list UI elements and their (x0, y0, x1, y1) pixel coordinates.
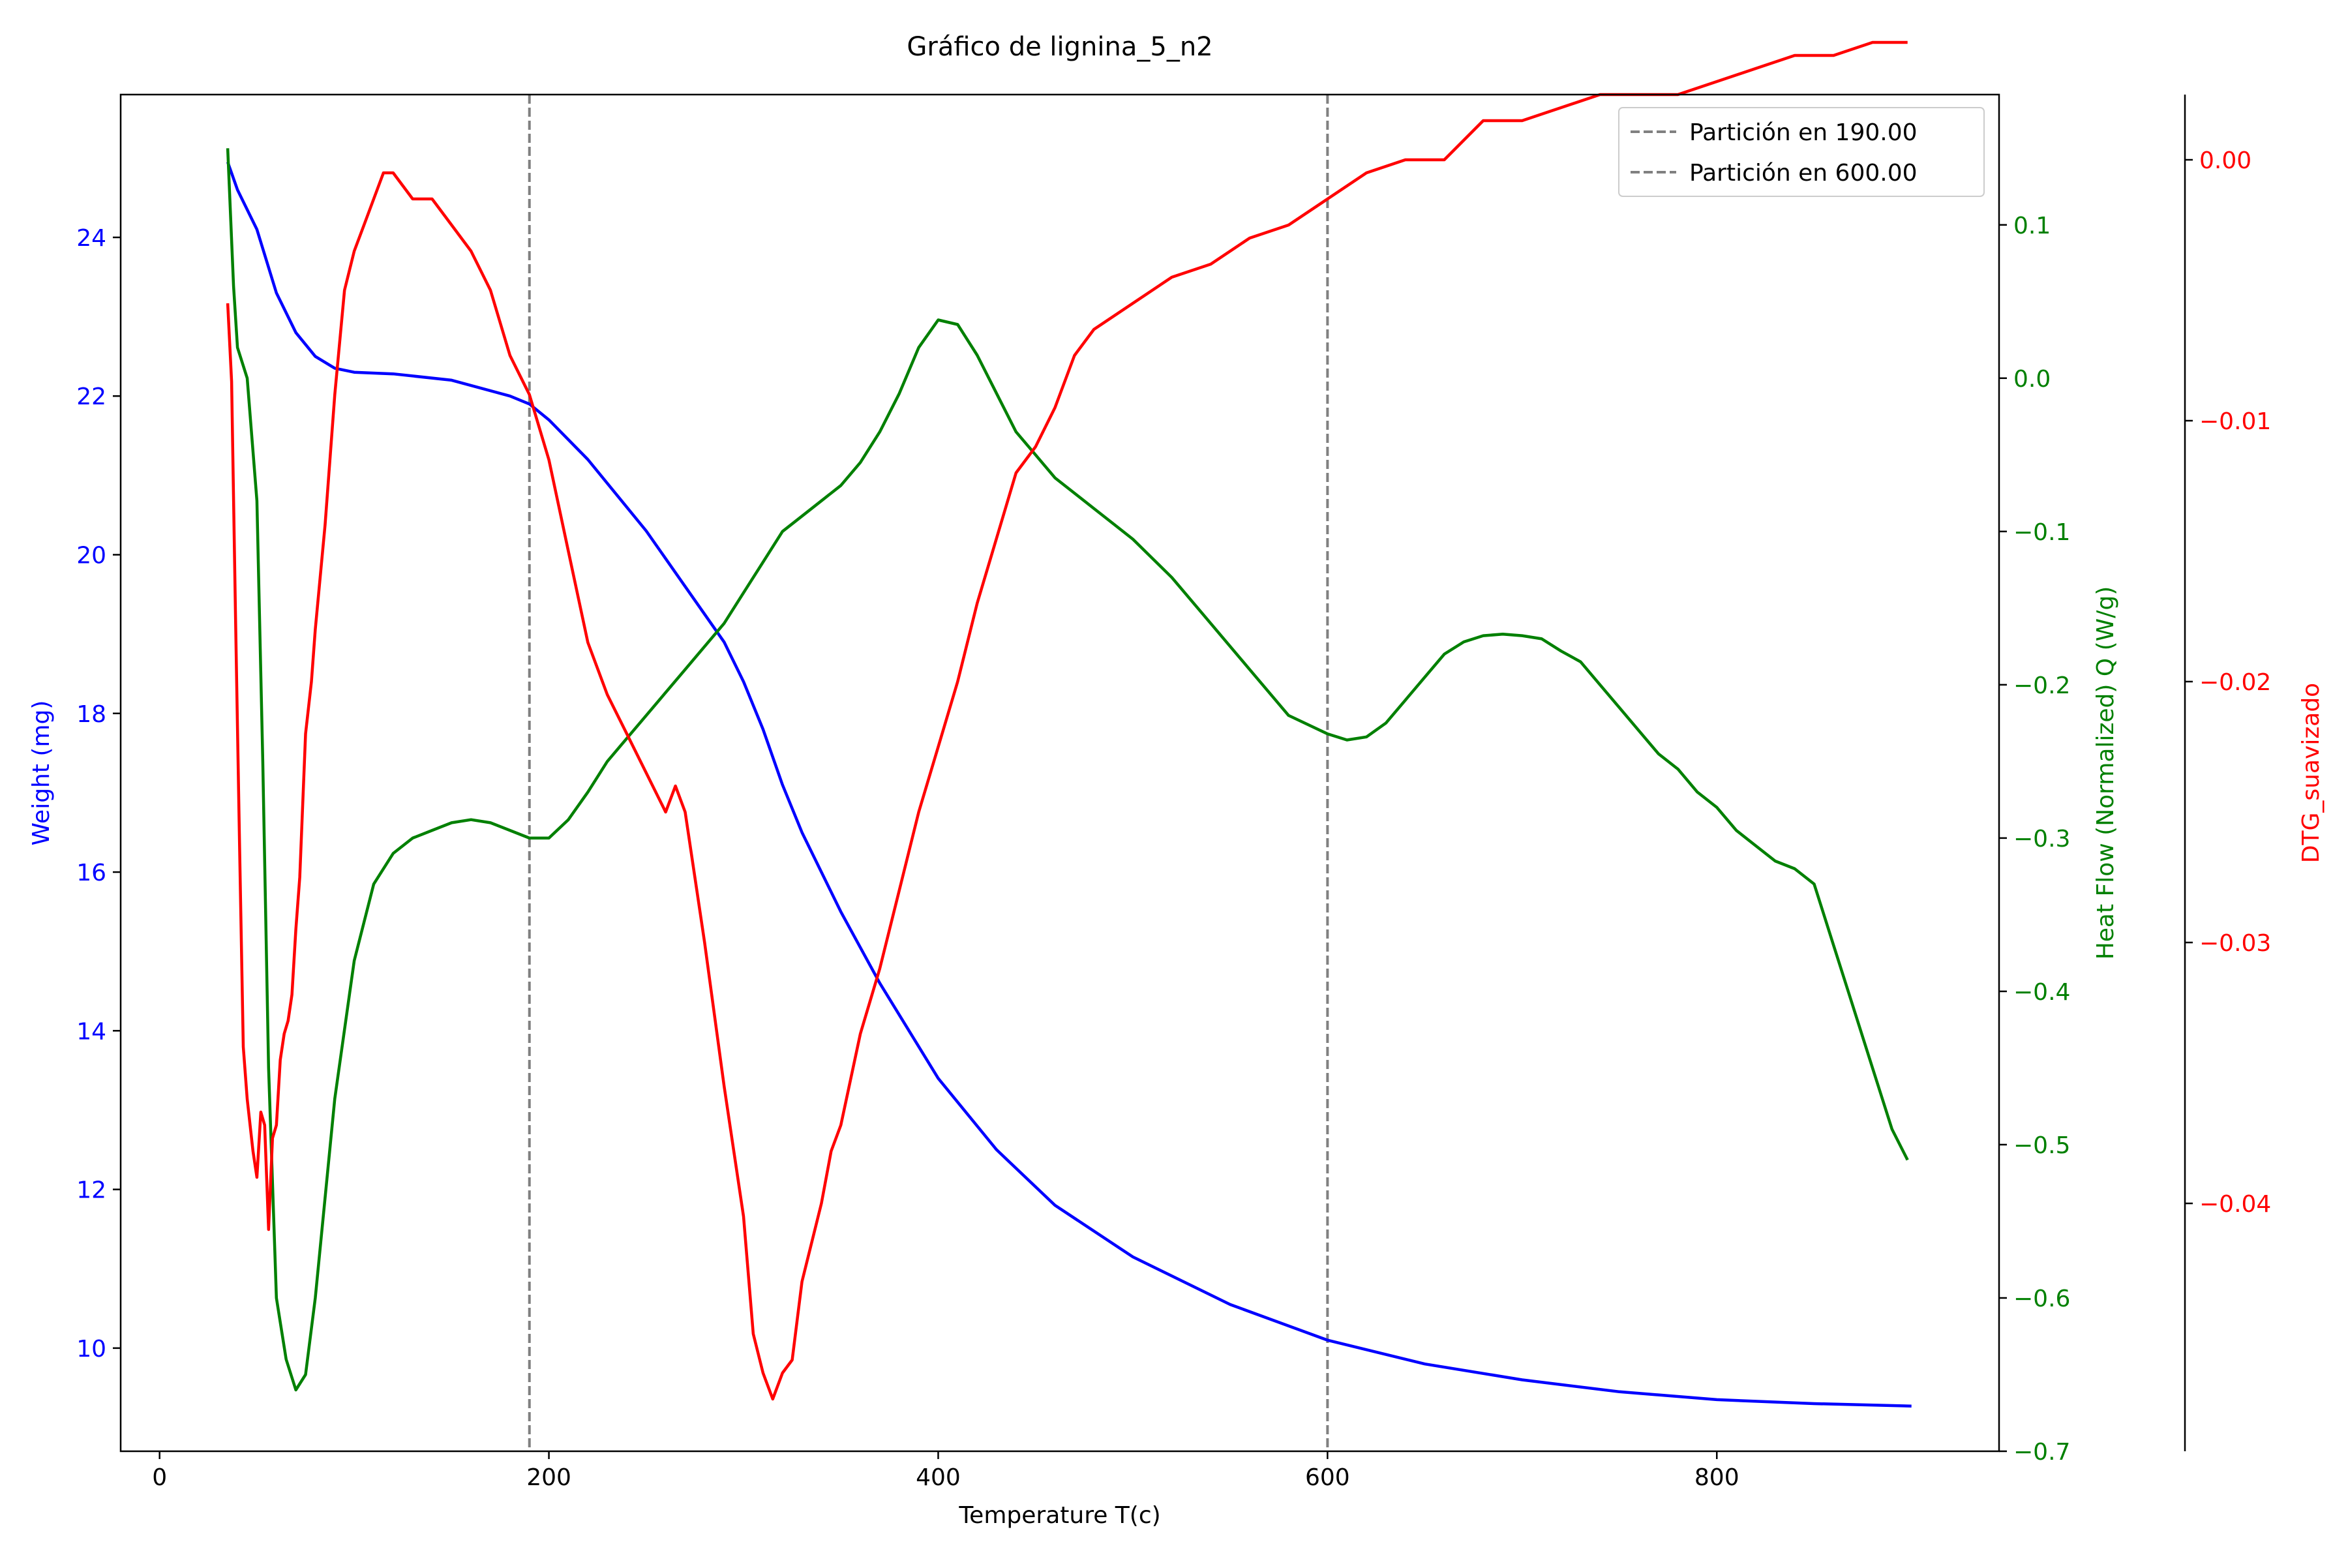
weight-tick-label: 16 (76, 860, 106, 886)
heat-flow-axis-label: Heat Flow (Normalized) Q (W/g) (2092, 586, 2119, 960)
legend-label-partition-190: Partición en 190.00 (1689, 119, 1918, 146)
weight-tick-label: 10 (76, 1336, 106, 1363)
legend: Partición en 190.00 Partición en 600.00 (1618, 107, 1985, 197)
weight-tick-label: 24 (76, 225, 106, 252)
weight-tick-label: 22 (76, 384, 106, 410)
weight-tick-label: 20 (76, 542, 106, 569)
heat-flow-tick-label: 0.0 (2013, 366, 2051, 393)
series-line-weight (226, 161, 1912, 1408)
heat-flow-tick-label: −0.6 (2013, 1286, 2070, 1312)
heat-flow-tick-label: 0.1 (2013, 213, 2051, 239)
heat-flow-tick-label: −0.1 (2013, 519, 2070, 546)
x-tick-label: 400 (916, 1464, 961, 1491)
legend-box (1618, 107, 1985, 197)
weight-tick-label: 12 (76, 1177, 106, 1204)
heat-flow-tick-label: −0.3 (2013, 826, 2070, 852)
dtg-tick-label: −0.02 (2199, 669, 2271, 696)
heat-flow-tick-label: −0.5 (2013, 1132, 2070, 1159)
weight-tick-label: 18 (76, 701, 106, 728)
dtg-tick-label: −0.01 (2199, 408, 2271, 435)
dtg-axis-label: DTG_suavizado (2298, 683, 2325, 863)
x-axis-label: Temperature T(c) (958, 1502, 1160, 1529)
dtg-tick-label: −0.04 (2199, 1191, 2271, 1218)
dtg-tick-label: −0.03 (2199, 930, 2271, 957)
heat-flow-tick-label: −0.7 (2013, 1439, 2070, 1466)
x-tick-label: 600 (1305, 1464, 1350, 1491)
x-tick-label: 800 (1694, 1464, 1739, 1491)
legend-label-partition-600: Partición en 600.00 (1689, 160, 1918, 187)
heat-flow-tick-label: −0.4 (2013, 979, 2070, 1006)
plot-frame (119, 93, 2000, 1453)
series-line-heat-flow (226, 148, 1909, 1392)
weight-tick-label: 14 (76, 1018, 106, 1045)
weight-axis-label: Weight (mg) (28, 701, 55, 846)
dtg-tick-label: 0.00 (2199, 147, 2251, 174)
heat-flow-tick-label: −0.2 (2013, 672, 2070, 699)
series-line-dtg-suavizado (226, 40, 1908, 1401)
x-tick-label: 0 (152, 1464, 167, 1491)
x-tick-label: 200 (526, 1464, 571, 1491)
chart-title: Gráfico de lignina_5_n2 (907, 32, 1212, 62)
